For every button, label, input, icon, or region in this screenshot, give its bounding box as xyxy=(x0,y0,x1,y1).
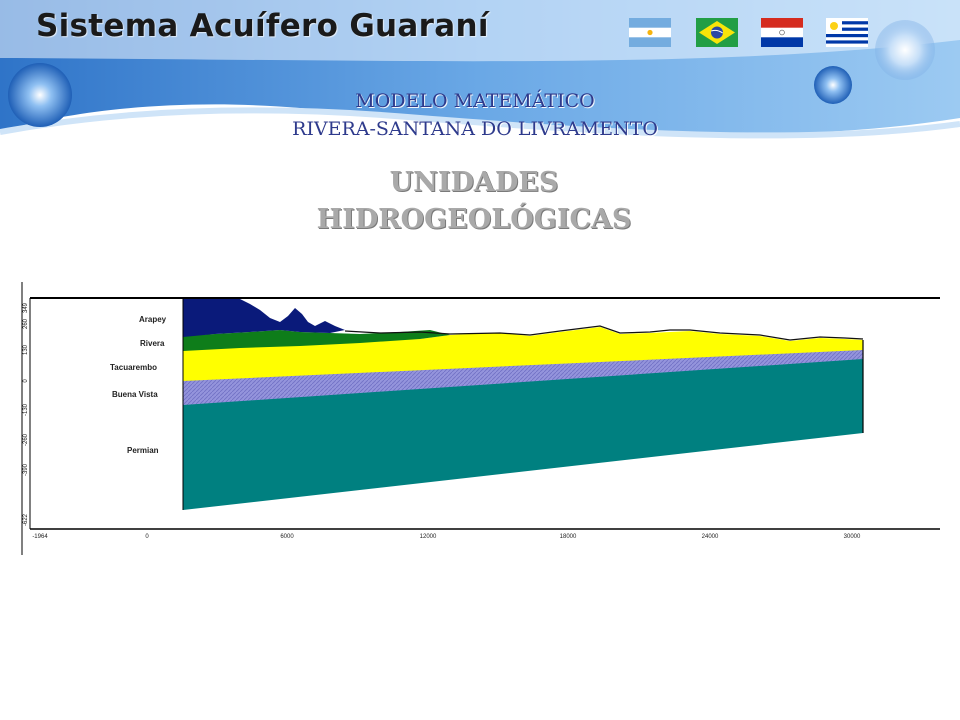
uruguay-flag-icon xyxy=(826,18,868,47)
brazil-flag-icon xyxy=(696,18,738,47)
section-heading-line1: UNIDADES xyxy=(389,167,559,198)
y-tick-label: 130 xyxy=(23,344,29,355)
argentina-flag-icon xyxy=(629,18,671,47)
header-banner: Sistema Acuífero Guaraní M xyxy=(0,0,960,170)
buena-vista-layer xyxy=(183,349,863,405)
y-tick-label: -390 xyxy=(23,463,29,476)
cross-section-svg: Arapey Rivera Tacuarembo Buena Vista Per… xyxy=(21,282,940,555)
tacuarembo-layer xyxy=(183,327,863,381)
cross-section-diagram: Arapey Rivera Tacuarembo Buena Vista Per… xyxy=(0,280,960,560)
x-tick-label: 12000 xyxy=(420,534,437,540)
x-tick-label: 30000 xyxy=(844,534,861,540)
x-tick-label: 18000 xyxy=(560,534,577,540)
y-tick-label: 0 xyxy=(23,379,29,383)
rivera-layer xyxy=(183,330,450,351)
layer-label-tacuarembo: Tacuarembo xyxy=(110,363,157,372)
x-tick-label: 24000 xyxy=(702,534,719,540)
layer-label-rivera: Rivera xyxy=(140,339,165,348)
layer-label-arapey: Arapey xyxy=(139,315,167,324)
surface-profile-line xyxy=(344,325,864,341)
decorative-bubble-small xyxy=(814,66,852,104)
decorative-bubble-right xyxy=(875,20,935,80)
x-tick-label: 0 xyxy=(145,534,149,540)
app-title: Sistema Acuífero Guaraní xyxy=(36,8,489,44)
model-subtitle: MODELO MATEMÁTICO xyxy=(355,90,595,112)
y-tick-label: 260 xyxy=(23,318,29,329)
permian-layer xyxy=(183,358,863,510)
x-tick-label: 6000 xyxy=(280,534,294,540)
location-subtitle: RIVERA-SANTANA DO LIVRAMENTO xyxy=(292,118,658,140)
flags-group xyxy=(629,18,869,48)
x-tick-label: -1964 xyxy=(32,534,48,540)
paraguay-flag-icon xyxy=(761,18,803,47)
decorative-bubble-large xyxy=(8,63,72,127)
plot-frame xyxy=(21,282,940,555)
arapey-layer xyxy=(183,299,345,337)
y-tick-label: -622 xyxy=(23,513,29,526)
layer-label-permian: Permian xyxy=(127,446,159,455)
y-tick-label: -260 xyxy=(23,433,29,446)
section-heading-line2: HIDROGEOLÓGICAS xyxy=(316,204,632,235)
y-tick-label: -130 xyxy=(23,403,29,416)
layer-label-buena-vista: Buena Vista xyxy=(112,390,158,399)
y-tick-label: 349 xyxy=(23,302,29,313)
